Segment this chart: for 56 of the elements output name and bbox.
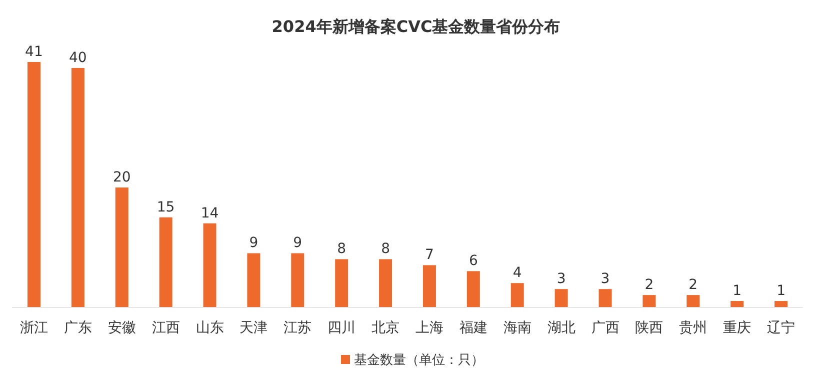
x-tick-label: 重庆 [723,320,752,336]
data-label: 3 [556,271,566,288]
bar [115,187,128,307]
x-tick-label: 江苏 [284,320,312,336]
data-label: 20 [112,169,131,186]
data-label: 1 [732,283,742,300]
bar [686,295,700,307]
x-tick-label: 北京 [372,320,400,336]
bar [510,283,524,307]
bar [466,271,480,307]
bar [247,253,260,307]
x-tick-label: 江西 [152,320,180,336]
data-label: 40 [69,50,87,66]
x-tick-label: 四川 [328,320,356,336]
bar [203,223,216,307]
data-label: 3 [600,271,610,288]
x-tick-label: 广西 [591,320,620,336]
x-tick-label: 广东 [64,320,92,336]
data-label: 8 [337,241,346,258]
data-label: 1 [776,283,786,300]
data-label: 2 [644,277,654,294]
x-tick-label: 海南 [503,320,532,336]
x-tick-label: 山东 [196,320,224,336]
bar [642,295,656,307]
x-tick-label: 辽宁 [767,320,796,336]
x-tick-label: 湖北 [547,320,576,336]
data-label: 6 [468,253,478,270]
bar [335,259,348,307]
bar [554,289,568,307]
x-tick-label: 陕西 [635,320,664,336]
bar [27,62,40,307]
chart-title: 2024年新增备案CVC基金数量省份分布 [272,17,560,36]
data-label: 9 [293,235,302,252]
x-tick-label: 安徽 [108,320,136,336]
bar [774,301,788,307]
x-tick-label: 福建 [459,320,488,336]
bar [71,68,84,307]
bar [159,217,172,307]
data-label: 7 [425,247,434,264]
bar [291,253,304,307]
data-label: 9 [249,235,258,252]
x-tick-label: 浙江 [20,320,48,336]
legend-label: 基金数量（单位：只） [354,353,484,368]
x-tick-label: 贵州 [679,320,708,336]
data-label: 15 [156,199,175,216]
bar [730,301,744,307]
data-label: 41 [25,44,43,60]
bar [422,265,436,307]
data-label: 8 [381,241,390,258]
bar [598,289,612,307]
data-label: 4 [512,265,522,282]
bar [379,259,392,307]
data-label: 2 [688,277,698,294]
data-label: 14 [200,205,219,222]
x-tick-label: 上海 [415,320,444,336]
x-tick-label: 天津 [240,320,268,336]
